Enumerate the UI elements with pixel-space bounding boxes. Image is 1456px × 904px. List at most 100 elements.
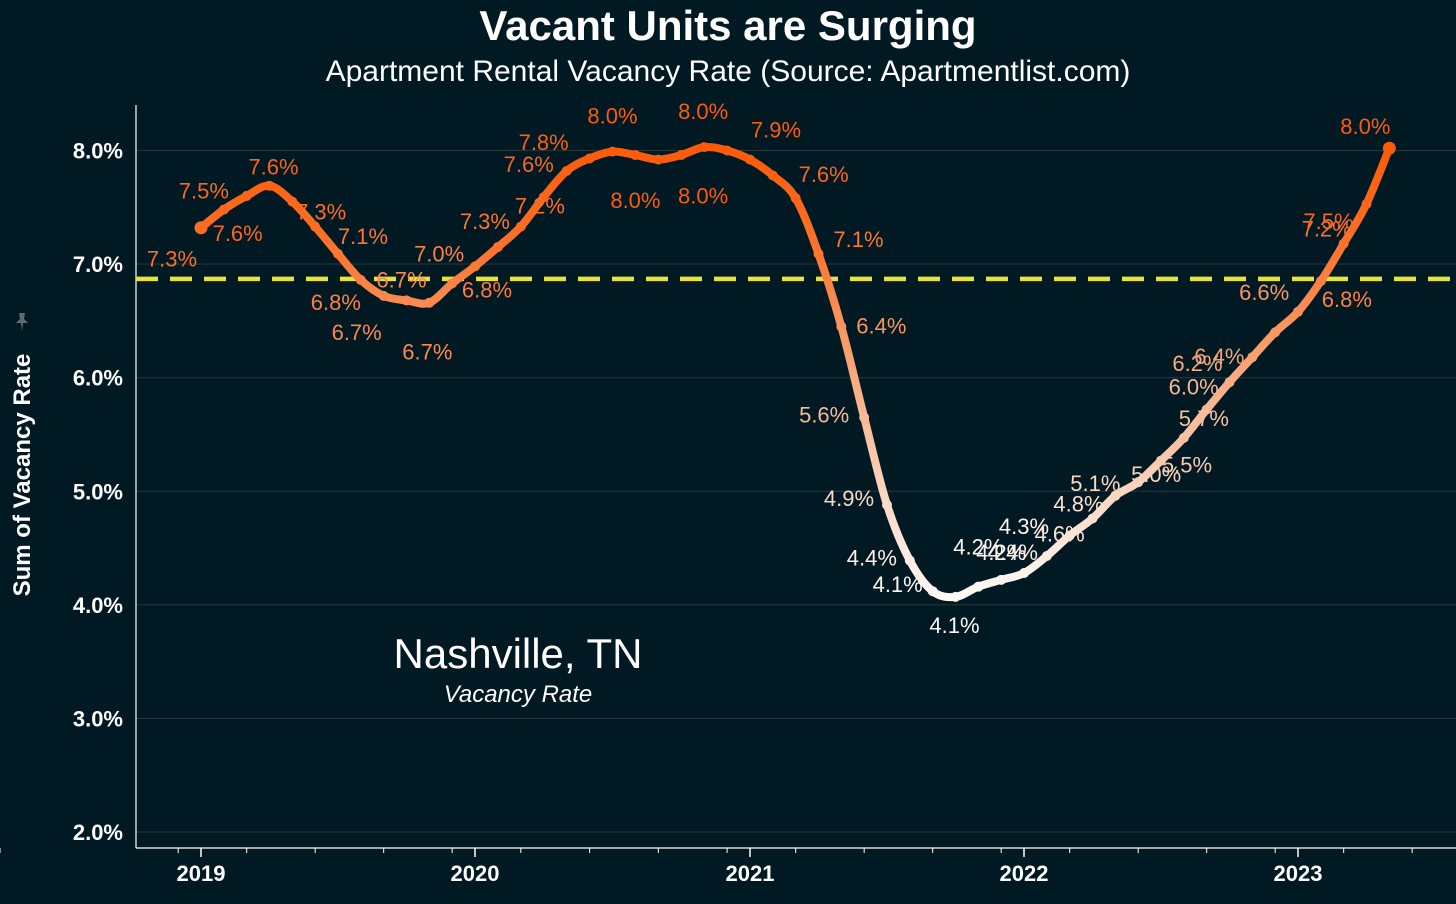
data-point[interactable] — [584, 153, 595, 164]
data-point[interactable] — [950, 591, 961, 602]
data-point[interactable] — [790, 193, 801, 204]
data-label: 8.0% — [587, 104, 637, 129]
data-point[interactable] — [378, 290, 389, 301]
data-point[interactable] — [310, 221, 321, 232]
data-point[interactable] — [630, 150, 641, 161]
data-label: 7.6% — [248, 155, 298, 180]
data-label: 7.2% — [1302, 217, 1352, 242]
data-label: 8.0% — [1340, 114, 1390, 139]
data-label: 8.0% — [678, 184, 728, 209]
data-point[interactable] — [492, 242, 503, 253]
data-label: 8.0% — [610, 188, 660, 213]
data-label: 6.2% — [1172, 351, 1222, 376]
data-point[interactable] — [813, 248, 824, 259]
data-point[interactable] — [1041, 550, 1052, 561]
data-point[interactable] — [1382, 141, 1396, 155]
data-label: 4.4% — [847, 546, 897, 571]
data-point[interactable] — [904, 555, 915, 566]
data-point[interactable] — [401, 295, 412, 306]
data-point[interactable] — [607, 146, 618, 157]
y-tick-label: 6.0% — [73, 366, 123, 391]
data-point[interactable] — [1338, 238, 1349, 249]
x-tick-label: 2023 — [1274, 861, 1323, 886]
data-point[interactable] — [538, 192, 549, 203]
data-label: 7.2% — [515, 194, 565, 219]
y-tick-label: 8.0% — [73, 139, 123, 164]
data-point[interactable] — [927, 586, 938, 597]
data-point[interactable] — [515, 221, 526, 232]
data-label: 4.2% — [953, 535, 1003, 560]
data-point[interactable] — [424, 297, 435, 308]
data-point[interactable] — [745, 154, 755, 165]
chart-title: Vacant Units are Surging — [479, 2, 977, 49]
data-label: 7.6% — [504, 152, 554, 177]
data-point[interactable] — [1019, 568, 1029, 579]
data-point[interactable] — [699, 142, 710, 153]
data-point[interactable] — [333, 248, 343, 259]
data-point[interactable] — [218, 204, 229, 215]
data-label: 6.7% — [376, 267, 426, 292]
data-label: 6.7% — [332, 320, 382, 345]
data-label: 4.3% — [999, 514, 1049, 539]
data-point[interactable] — [1133, 477, 1144, 488]
data-point[interactable] — [1361, 198, 1372, 209]
data-label: 4.2% — [976, 540, 1026, 565]
y-tick-label: 3.0% — [73, 706, 123, 731]
y-tick-label: 5.0% — [73, 479, 123, 504]
data-point[interactable] — [1201, 404, 1212, 415]
data-point[interactable] — [1315, 276, 1326, 287]
pin-icon[interactable] — [10, 310, 34, 334]
data-point[interactable] — [447, 278, 458, 289]
data-label: 7.5% — [1303, 209, 1353, 234]
data-point[interactable] — [676, 150, 687, 161]
data-label: 6.4% — [856, 314, 906, 339]
data-label: 5.0% — [1131, 462, 1181, 487]
data-label: 5.6% — [799, 402, 849, 427]
data-point[interactable] — [973, 581, 984, 592]
data-point[interactable] — [1178, 432, 1189, 443]
data-point[interactable] — [996, 574, 1007, 585]
data-label: 6.0% — [1169, 374, 1219, 399]
data-point[interactable] — [1270, 327, 1281, 338]
data-label: 7.6% — [799, 162, 849, 187]
data-label: 7.3% — [460, 209, 510, 234]
data-point[interactable] — [859, 412, 870, 423]
data-point[interactable] — [767, 170, 778, 181]
data-point[interactable] — [1110, 490, 1121, 501]
data-point[interactable] — [1064, 530, 1075, 541]
axes: 2.0% 3.0% 4.0% 5.0% 6.0% 7.0% 8.0% 2019 2020 2021… — [0, 105, 1456, 886]
data-label: 7.5% — [179, 179, 229, 204]
data-point[interactable] — [1293, 306, 1303, 317]
data-point[interactable] — [1224, 377, 1235, 388]
data-point[interactable] — [287, 196, 298, 207]
data-label: 4.1% — [873, 572, 923, 597]
data-label: 6.4% — [1194, 344, 1244, 369]
data-label: 5.5% — [1162, 453, 1212, 478]
data-point[interactable] — [241, 190, 252, 201]
data-label: 4.6% — [1035, 522, 1085, 547]
data-label: 7.8% — [519, 130, 569, 155]
data-point[interactable] — [194, 221, 208, 235]
data-point[interactable] — [561, 165, 572, 176]
data-point[interactable] — [653, 154, 664, 165]
data-label: 7.6% — [213, 221, 263, 246]
data-points — [194, 141, 1396, 602]
x-tick-label: 2021 — [726, 861, 775, 886]
data-point[interactable] — [470, 261, 480, 272]
data-point[interactable] — [1156, 455, 1166, 466]
annotation-subtitle: Vacancy Rate — [444, 681, 593, 708]
data-point[interactable] — [882, 499, 892, 510]
data-point[interactable] — [1247, 352, 1258, 363]
data-label: 6.8% — [1322, 287, 1372, 312]
data-point[interactable] — [722, 145, 733, 156]
x-tick-label: 2020 — [451, 861, 500, 886]
data-label: 4.9% — [824, 486, 874, 511]
annotation-title: Nashville, TN — [394, 630, 643, 677]
data-point[interactable] — [1087, 513, 1098, 524]
x-tick-label: 2022 — [1000, 861, 1049, 886]
data-point[interactable] — [264, 180, 275, 191]
y-tick-label: 4.0% — [73, 593, 123, 618]
data-point[interactable] — [836, 321, 847, 332]
data-point[interactable] — [355, 274, 366, 285]
